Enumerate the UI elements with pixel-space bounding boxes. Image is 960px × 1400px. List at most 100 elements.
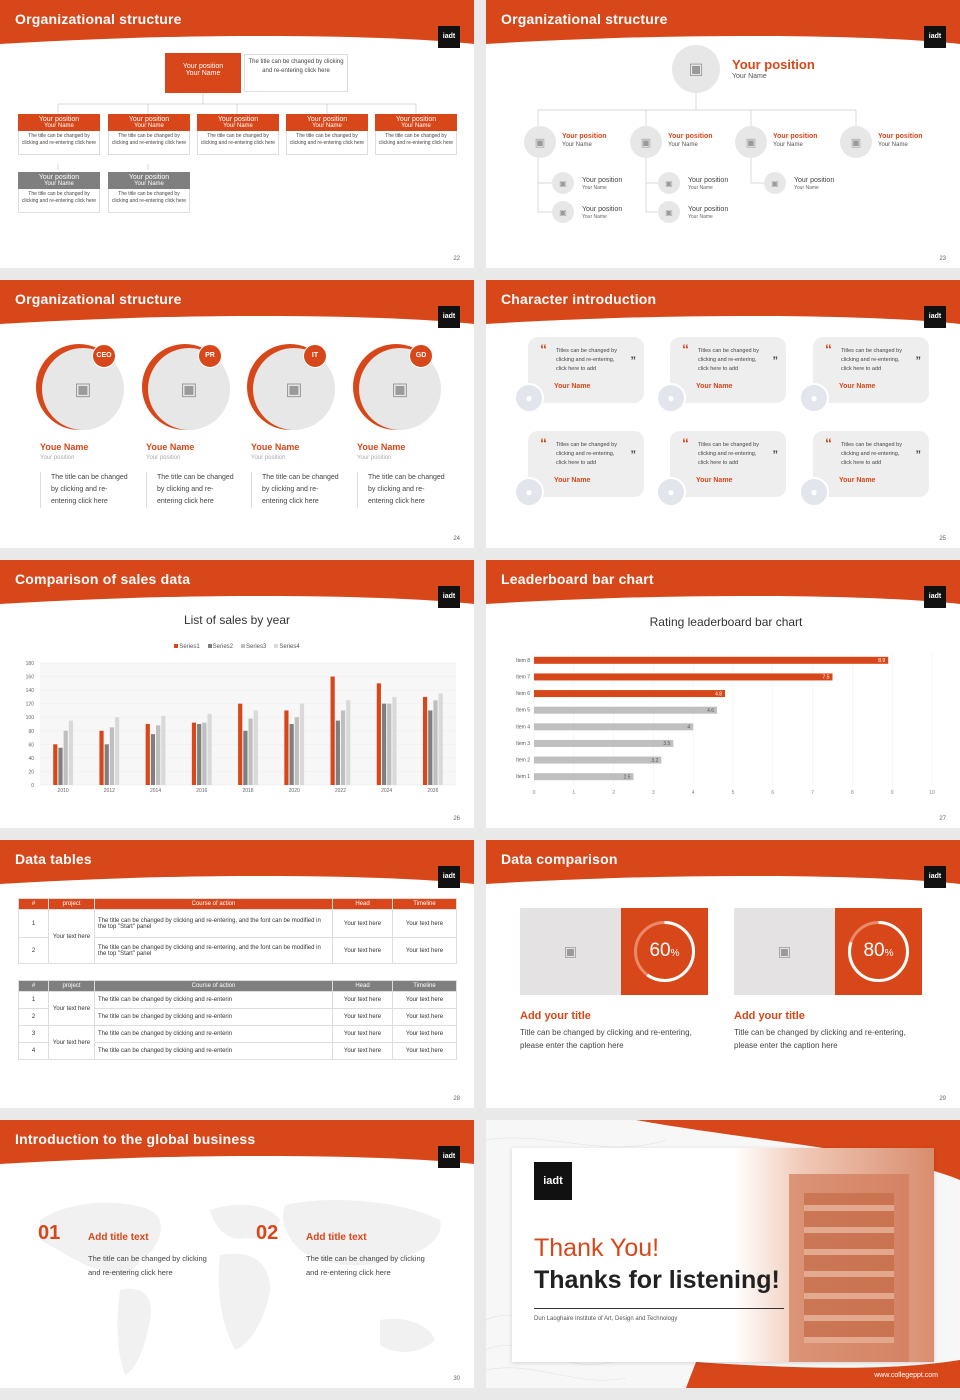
member-badge: CEO (92, 344, 116, 368)
building-photo (734, 1148, 934, 1362)
org-member-header: Your position Your Name (108, 172, 190, 189)
quote-open-icon: “ (825, 435, 832, 451)
member-position: Your position (146, 455, 181, 461)
org-member-box[interactable]: Your position Your Name The title can be c… (18, 172, 100, 213)
image-placeholder-icon[interactable]: ▣ (524, 126, 556, 158)
slide-27[interactable]: Leaderboard bar chart iadt Rating leader… (486, 560, 960, 828)
cell: Your text here (392, 991, 457, 1009)
quote-open-icon: “ (825, 341, 832, 357)
slide-25[interactable]: Character introduction iadt “ Titles can … (486, 280, 960, 548)
bar (330, 676, 335, 785)
quote-bubble[interactable]: “ Titles can be changed by clicking and r… (670, 431, 786, 497)
y-tick-label: Item 6 (516, 691, 530, 697)
slide-26[interactable]: Comparison of sales data iadt List of sa… (0, 560, 474, 828)
bar (238, 703, 243, 785)
x-tick-label: 2016 (196, 788, 207, 794)
logo: iadt (534, 1162, 572, 1200)
logo: iadt (438, 306, 460, 328)
bar (248, 718, 253, 785)
bar (387, 703, 392, 785)
org-member-desc: The title can be changed by clicking and… (108, 189, 190, 213)
table-row[interactable]: 1 Your text here The title can be change… (18, 909, 457, 964)
table-row[interactable]: 2 The title can be changed by clicking a… (18, 1008, 457, 1026)
x-tick-label: 2020 (289, 788, 300, 794)
progress-fill (634, 921, 695, 982)
quote-bubble[interactable]: “ Titles can be changed by clicking and r… (813, 337, 929, 403)
y-tick-label: Item 2 (516, 758, 530, 764)
logo: iadt (924, 26, 946, 48)
table-row[interactable]: 4 The title can be changed by clicking a… (18, 1042, 457, 1060)
slide-thanks[interactable]: iadt Thank You! Thanks for listening! Du… (486, 1120, 960, 1388)
org-member-header: Your position Your Name (197, 114, 279, 131)
image-placeholder-icon[interactable]: ▣ (552, 201, 574, 223)
bar (534, 756, 662, 764)
image-placeholder-icon[interactable]: ▣ (840, 126, 872, 158)
slide-title: Comparison of sales data (15, 571, 191, 587)
quote-bubble[interactable]: “ Titles can be changed by clicking and r… (528, 431, 644, 497)
quote-bubble[interactable]: “ Titles can be changed by clicking and r… (813, 431, 929, 497)
image-placeholder-icon[interactable]: ▣ (734, 908, 835, 995)
org-member-box[interactable]: Your position Your Name The title can be c… (108, 114, 190, 155)
org-member-box[interactable]: Your position Your Name The title can be c… (286, 114, 368, 155)
cell: Your text here (332, 991, 393, 1009)
col-header: Course of action (94, 980, 333, 992)
page-number: 27 (939, 816, 946, 822)
image-placeholder-icon[interactable]: ▣ (672, 45, 720, 93)
cell: 3 (18, 1025, 49, 1043)
legend-swatch (241, 644, 245, 648)
table-row[interactable]: 3 Your text here The title can be change… (18, 1025, 457, 1060)
slide-29[interactable]: Data comparison iadt ▣ 60% Add your title T… (486, 840, 960, 1108)
bar (534, 673, 833, 681)
image-placeholder-icon[interactable]: ▣ (658, 172, 680, 194)
slide-title: Data tables (15, 851, 92, 867)
image-placeholder-icon[interactable]: ▣ (735, 126, 767, 158)
table-row[interactable]: 2 The title can be changed by clicking a… (18, 937, 457, 964)
percent-unit: % (884, 948, 894, 959)
website-url[interactable]: www.collegeppt.com (874, 1372, 938, 1379)
slide-24[interactable]: Organizational structure iadt ▣ CEO Youe N… (0, 280, 474, 548)
org-member-box[interactable]: Your position Your Name The title can be c… (197, 114, 279, 155)
legend-label: Series2 (212, 644, 233, 650)
org-member-box[interactable]: Your position Your Name The title can be c… (375, 114, 457, 155)
org-member-box[interactable]: Your position Your Name The title can be c… (18, 114, 100, 155)
slide-22[interactable]: Organizational structure iadt Your posit… (0, 0, 474, 268)
org-member-name: Your Name (401, 123, 431, 129)
bar (534, 723, 694, 731)
sales-bar-chart: 0 20 40 60 80 100 120 140 160 180 2010 2012 2014 2016… (26, 661, 456, 794)
bar (68, 720, 74, 785)
image-placeholder-icon[interactable]: ▣ (552, 172, 574, 194)
bar (63, 730, 68, 785)
y-tick-label: 120 (26, 702, 35, 708)
slide-title: Introduction to the global business (15, 1131, 256, 1147)
x-tick-label: 2012 (104, 788, 115, 794)
org-member-desc: The title can be changed by clicking and… (18, 131, 100, 155)
thanks-line-2: Thanks for listening! (534, 1266, 780, 1294)
image-placeholder-icon[interactable]: ▣ (630, 126, 662, 158)
org-member-box[interactable]: Your position Your Name The title can be c… (108, 172, 190, 213)
bar (392, 696, 397, 785)
bar (534, 690, 726, 698)
org-member-desc: The title can be changed by clicking and… (197, 131, 279, 155)
slide-28[interactable]: Data tables iadt # project Course of act… (0, 840, 474, 1108)
page-number: 28 (453, 1096, 460, 1102)
org-member-header: Your position Your Name (375, 114, 457, 131)
logo: iadt (924, 306, 946, 328)
member-position: Your position (40, 455, 75, 461)
slide-30[interactable]: Introduction to the global business iadt… (0, 1120, 474, 1388)
image-placeholder-icon[interactable]: ▣ (658, 201, 680, 223)
level3-position: Your position (582, 206, 623, 213)
member-name: Youe Name (251, 442, 300, 452)
quote-bubble[interactable]: “ Titles can be changed by clicking and r… (528, 337, 644, 403)
bar (534, 706, 718, 714)
table-row[interactable]: 1 Your text here The title can be change… (18, 991, 457, 1026)
quote-bubble[interactable]: “ Titles can be changed by clicking and r… (670, 337, 786, 403)
cell: 1 (18, 991, 49, 1009)
org-top-box[interactable]: Your position Your Name (165, 53, 241, 93)
member-desc: The title can be changed by clicking and… (251, 472, 339, 508)
slide-23[interactable]: Organizational structure iadt ▣ Your pos… (486, 0, 960, 268)
legend-label: Series4 (279, 644, 300, 650)
slide-header: Organizational structure iadt (0, 0, 474, 50)
image-placeholder-icon[interactable]: ▣ (520, 908, 621, 995)
org-member-name: Your Name (312, 123, 342, 129)
image-placeholder-icon[interactable]: ▣ (764, 172, 786, 194)
